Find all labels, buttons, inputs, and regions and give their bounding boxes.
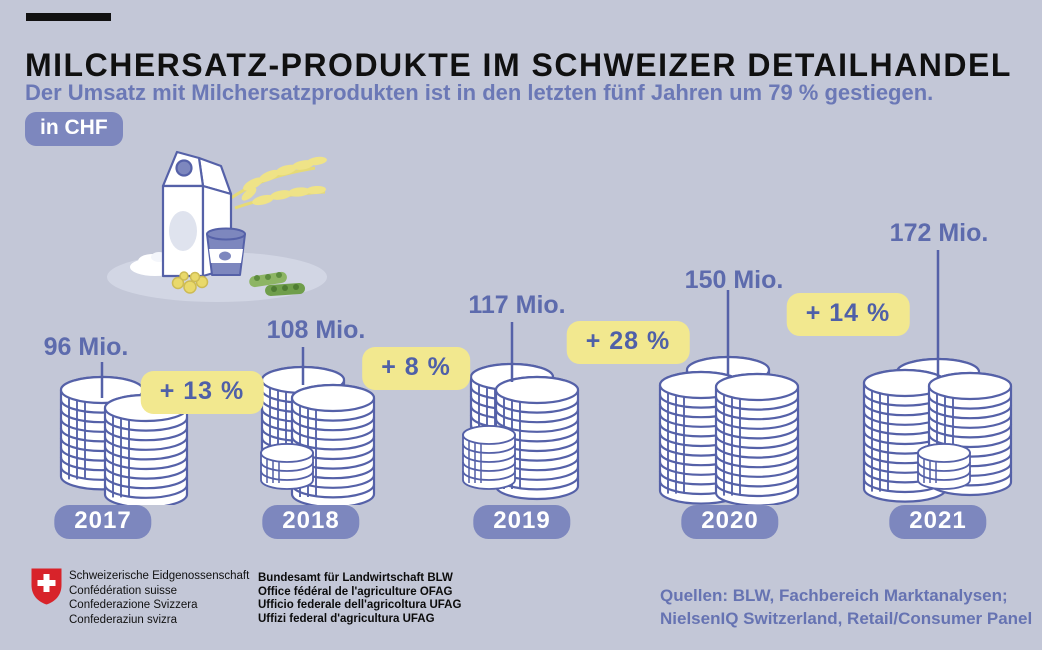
confederation-line: Confederazione Svizzera: [69, 599, 198, 611]
coin-stack-group-2018: [260, 347, 376, 505]
coin-stack-group-2021: [862, 250, 1013, 503]
pct-badge-2019-2020: + 28 %: [566, 321, 690, 364]
page-title: MILCHERSATZ-PRODUKTE IM SCHWEIZER DETAIL…: [25, 47, 1012, 84]
value-label-2021: 172 Mio.: [889, 219, 989, 247]
unit-badge: in CHF: [25, 112, 123, 146]
soy-pods-icon: [249, 271, 305, 297]
sources-line: Quellen: BLW, Fachbereich Marktanalysen;: [660, 586, 1008, 605]
office-line: Office fédéral de l'agriculture OFAG: [258, 585, 453, 598]
coin-stacks-chart: [59, 250, 1013, 505]
swiss-coat-of-arms-icon: [31, 568, 62, 605]
pct-badge-2018-2019: + 8 %: [362, 347, 470, 390]
coin-stack-group-2017: [59, 362, 189, 505]
value-label-2019: 117 Mio.: [468, 291, 566, 319]
year-label-2021: 2021: [889, 505, 987, 539]
pct-badge-2020-2021: + 14 %: [786, 293, 910, 336]
year-label-2017: 2017: [54, 505, 152, 539]
confederation-line: Confédération suisse: [69, 584, 178, 597]
office-line: Ufficio federale dell'agricoltura UFAG: [258, 599, 462, 611]
office-text: Bundesamt für Landwirtschaft BLW Office …: [258, 572, 461, 626]
sources-line: NielsenIQ Switzerland, Retail/Consumer P…: [660, 609, 1033, 628]
confederation-text: Schweizerische Eidgenossenschaft Confédé…: [69, 569, 249, 627]
office-line: Uffizi federal d'agricultura UFAG: [258, 612, 435, 625]
value-label-2020: 150 Mio.: [684, 266, 784, 294]
office-line: Bundesamt für Landwirtschaft BLW: [258, 572, 453, 584]
coin-stack-group-2020: [658, 290, 800, 505]
year-label-2018: 2018: [262, 505, 360, 539]
oat-stalks-icon: [230, 156, 327, 210]
milk-alternatives-illustration: [107, 150, 327, 302]
pct-badge-2017-2018: + 13 %: [140, 371, 264, 414]
nuts-icon: [171, 271, 209, 294]
year-label-2020: 2020: [681, 505, 779, 539]
value-label-2018: 108 Mio.: [266, 316, 366, 344]
year-label-2019: 2019: [473, 505, 571, 539]
confederation-line: Schweizerische Eidgenossenschaft: [69, 570, 250, 582]
sources-text: Quellen: BLW, Fachbereich Marktanalysen;…: [660, 584, 1032, 630]
title-accent-bar: [26, 13, 111, 21]
confederation-line: Confederaziun svizra: [69, 613, 178, 626]
coin-stack-group-2019: [462, 322, 580, 501]
yogurt-cup-icon: [206, 227, 246, 276]
value-label-2017: 96 Mio.: [43, 333, 129, 361]
subtitle: Der Umsatz mit Milchersatzprodukten ist …: [25, 80, 934, 105]
